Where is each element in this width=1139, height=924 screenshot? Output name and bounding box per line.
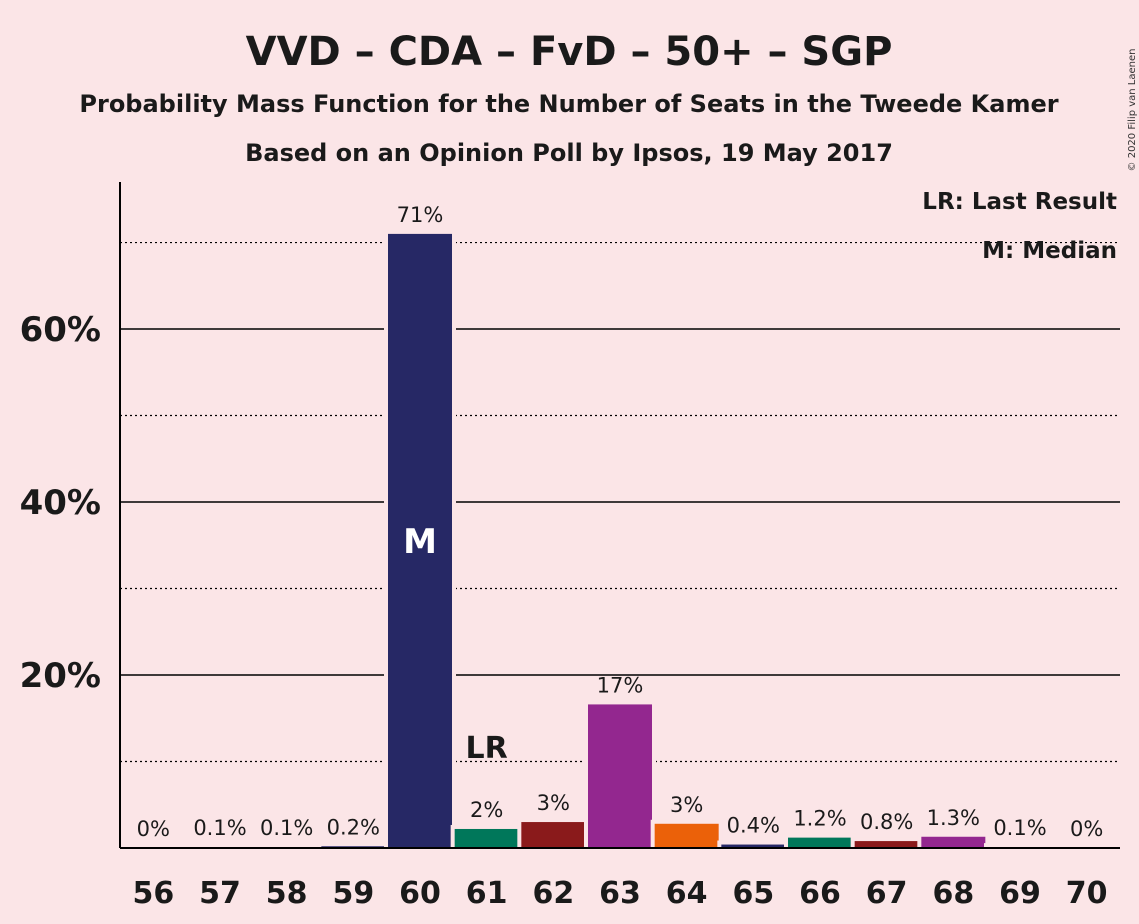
data-label: 17% bbox=[597, 673, 644, 697]
bars bbox=[184, 229, 1056, 848]
data-labels: 0% 0.1% 0.1% 0.2% 71% M 2% LR 3% 17% 3% 0.4% 1.2% 0.8… bbox=[137, 203, 1104, 841]
data-label: 3% bbox=[537, 791, 570, 815]
x-tick-label: 66 bbox=[799, 876, 841, 911]
data-label: 0.1% bbox=[993, 816, 1046, 840]
chart-title: VVD – CDA – FvD – 50+ – SGP bbox=[246, 29, 893, 75]
y-tick-label: 20% bbox=[20, 656, 101, 696]
y-tick-label: 40% bbox=[20, 483, 101, 523]
bar-seat-64 bbox=[654, 823, 719, 848]
data-label: 0% bbox=[137, 817, 170, 841]
legend-last-result: LR: Last Result bbox=[922, 189, 1117, 215]
legend-median: M: Median bbox=[982, 238, 1117, 264]
bar-halo bbox=[250, 843, 323, 848]
x-tick-label: 67 bbox=[866, 876, 908, 911]
bar-halo bbox=[184, 843, 256, 848]
bar-halo bbox=[984, 843, 1056, 848]
data-label: 71% bbox=[397, 203, 444, 227]
bar-halo bbox=[717, 840, 790, 848]
y-tick-label: 60% bbox=[20, 310, 101, 350]
x-tick-label: 57 bbox=[199, 876, 241, 911]
bar-halo bbox=[317, 842, 390, 848]
x-tick-label: 56 bbox=[132, 876, 174, 911]
x-tick-label: 58 bbox=[266, 876, 308, 911]
data-label: 0.4% bbox=[727, 814, 780, 838]
data-label: 1.2% bbox=[793, 807, 846, 831]
x-tick-label: 63 bbox=[599, 876, 641, 911]
data-label: 2% bbox=[470, 798, 503, 822]
axes: 20% 40% 60% 56 57 58 59 60 61 62 63 64 65 66 67 68 69 70 bbox=[20, 182, 1120, 911]
copyright-notice: © 2020 Filip van Laenen bbox=[1127, 49, 1138, 172]
bar-seat-66 bbox=[788, 837, 852, 848]
x-tick-label: 61 bbox=[466, 876, 508, 911]
data-label: 0% bbox=[1070, 817, 1103, 841]
bar-seat-61 bbox=[454, 828, 519, 848]
bar-seat-60 bbox=[388, 233, 452, 848]
bar-seat-68 bbox=[921, 836, 986, 848]
x-tick-label: 64 bbox=[666, 876, 708, 911]
bar-seat-62 bbox=[521, 822, 586, 848]
last-result-marker: LR bbox=[466, 731, 508, 766]
chart-subtitle-source: Based on an Opinion Poll by Ipsos, 19 Ma… bbox=[245, 139, 893, 167]
median-marker: M bbox=[403, 522, 437, 562]
data-label: 0.8% bbox=[860, 810, 913, 834]
x-tick-label: 62 bbox=[532, 876, 574, 911]
x-tick-label: 59 bbox=[332, 876, 374, 911]
x-tick-label: 60 bbox=[399, 876, 441, 911]
data-label: 0.1% bbox=[193, 816, 246, 840]
bar-seat-65 bbox=[721, 844, 786, 848]
data-label: 1.3% bbox=[927, 806, 980, 830]
data-label: 3% bbox=[670, 793, 703, 817]
x-tick-label: 68 bbox=[932, 876, 974, 911]
bar-seat-67 bbox=[854, 841, 919, 848]
grid-lines bbox=[120, 241, 1120, 763]
data-label: 0.2% bbox=[327, 815, 380, 839]
bar-seat-63 bbox=[588, 704, 652, 848]
chart-subtitle: Probability Mass Function for the Number… bbox=[79, 90, 1058, 118]
x-tick-label: 70 bbox=[1066, 876, 1108, 911]
x-tick-label: 69 bbox=[999, 876, 1041, 911]
x-tick-label: 65 bbox=[732, 876, 774, 911]
data-label: 0.1% bbox=[260, 816, 313, 840]
